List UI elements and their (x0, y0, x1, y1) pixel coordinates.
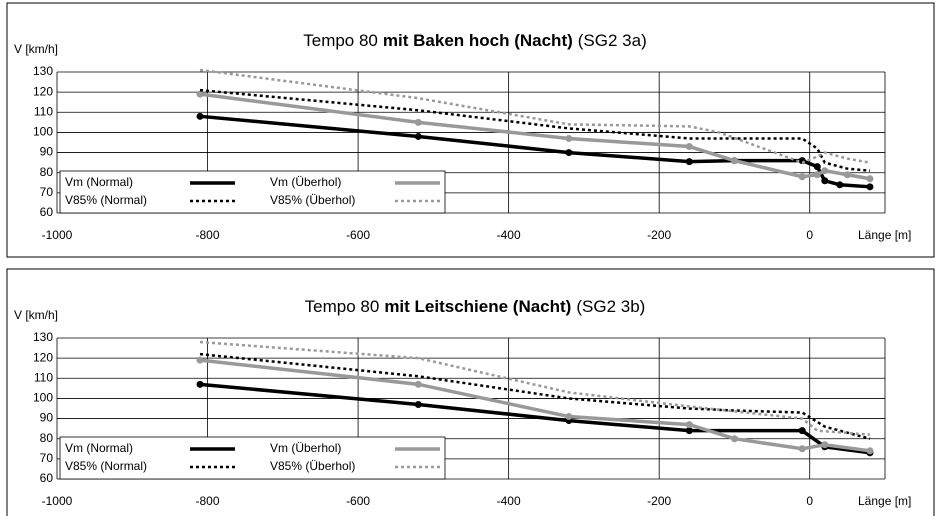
point (843, 171, 851, 179)
point (821, 441, 829, 449)
point (866, 175, 874, 183)
y-tick-label: 120 (33, 350, 53, 364)
y-tick-label: 70 (40, 451, 54, 465)
point (821, 177, 829, 185)
point (196, 90, 204, 98)
y-tick-label: 90 (40, 145, 54, 159)
point (821, 167, 829, 175)
series-line (199, 358, 871, 453)
chart-title: Tempo 80 mit Baken hoch (Nacht) (SG2 3a) (303, 31, 647, 50)
y-tick-label: 80 (40, 165, 54, 179)
y-tick-label: 130 (33, 330, 53, 344)
legend-label: V85% (Überhol) (270, 459, 355, 473)
y-tick-label: 80 (40, 431, 54, 445)
series-line (199, 114, 871, 189)
point (565, 134, 573, 142)
point (685, 143, 693, 151)
point (565, 149, 573, 157)
x-tick-label: -800 (196, 494, 220, 508)
legend-label: Vm (Überhol) (270, 441, 341, 455)
point (685, 421, 693, 429)
y-tick-label: 120 (33, 84, 53, 98)
point (730, 435, 738, 443)
point (414, 400, 422, 408)
point (565, 413, 573, 421)
point (836, 181, 844, 189)
y-axis-label: V [km/h] (14, 308, 58, 322)
y-tick-label: 110 (34, 370, 53, 384)
series-line (199, 92, 871, 181)
legend-label: Vm (Normal) (65, 175, 133, 189)
x-tick-label: -1000 (42, 228, 73, 242)
title-part: (SG2 3a) (578, 31, 647, 50)
x-tick-label: -1000 (42, 494, 73, 508)
title-part: mit Leitschiene (Nacht) (384, 297, 571, 316)
x-tick-label: -800 (196, 228, 220, 242)
legend-label: V85% (Normal) (65, 459, 147, 473)
x-tick-label: 0 (806, 494, 813, 508)
point (685, 427, 693, 435)
point (414, 118, 422, 126)
chart-frame (6, 2, 935, 258)
x-tick-label: -600 (346, 228, 370, 242)
title-part: (SG2 3b) (576, 297, 645, 316)
point (798, 445, 806, 453)
legend-box (59, 170, 446, 214)
title-part: Tempo 80 (305, 297, 380, 316)
y-tick-label: 60 (40, 471, 54, 485)
legend-label: Vm (Überhol) (270, 175, 341, 189)
point (196, 380, 204, 388)
y-tick-label: 100 (33, 125, 53, 139)
series-line (199, 340, 871, 436)
point (196, 112, 204, 120)
y-tick-label: 70 (40, 185, 54, 199)
legend-label: V85% (Normal) (65, 193, 147, 207)
y-axis-label: V [km/h] (14, 42, 58, 56)
title-part: mit Baken hoch (Nacht) (383, 31, 573, 50)
point (730, 157, 738, 165)
y-tick-label: 100 (33, 391, 53, 405)
legend-label: Vm (Normal) (65, 441, 133, 455)
y-tick-label: 130 (33, 64, 53, 78)
chart-title: Tempo 80 mit Leitschiene (Nacht) (SG2 3b) (305, 297, 646, 316)
point (414, 380, 422, 388)
series-line (199, 68, 871, 164)
chart-frame (6, 268, 935, 516)
point (685, 158, 693, 166)
x-tick-label: 0 (806, 228, 813, 242)
point (813, 171, 821, 179)
x-tick-label: -600 (346, 494, 370, 508)
point (866, 447, 874, 455)
series-line (199, 352, 871, 440)
point (866, 183, 874, 191)
point (196, 356, 204, 364)
y-tick-label: 110 (34, 104, 53, 118)
title-part: Tempo 80 (303, 31, 378, 50)
legend-box (59, 436, 446, 480)
y-tick-label: 90 (40, 411, 54, 425)
x-axis-label: Länge [m] (858, 228, 911, 242)
x-tick-label: -200 (647, 228, 671, 242)
series-line (199, 88, 871, 172)
x-tick-label: -400 (497, 228, 521, 242)
point (798, 173, 806, 181)
point (813, 163, 821, 171)
x-tick-label: -400 (497, 494, 521, 508)
legend-label: V85% (Überhol) (270, 193, 355, 207)
point (414, 132, 422, 140)
y-tick-label: 60 (40, 205, 54, 219)
point (798, 427, 806, 435)
x-axis-label: Länge [m] (858, 494, 911, 508)
x-tick-label: -200 (647, 494, 671, 508)
